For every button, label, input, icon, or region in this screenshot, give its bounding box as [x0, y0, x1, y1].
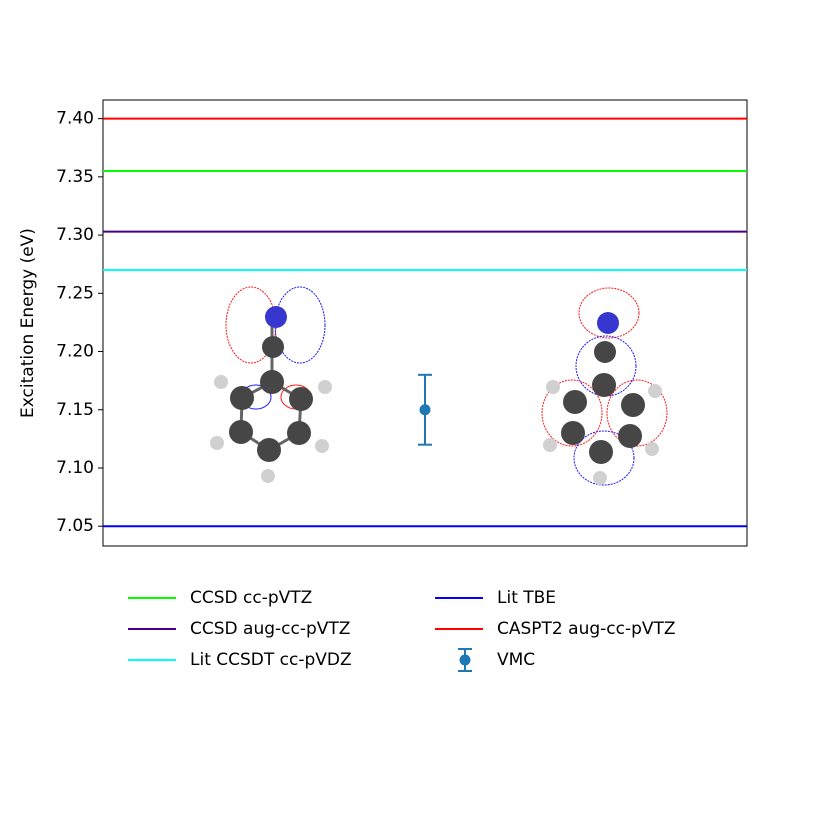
y-axis-label: Excitation Energy (eV): [18, 228, 38, 418]
y-tick-label: 7.30: [56, 225, 94, 245]
point: [419, 404, 431, 416]
y-tick-label: 7.25: [56, 283, 94, 303]
y-tick-label: 7.10: [56, 458, 94, 478]
legend-swatch: [459, 654, 471, 666]
molecule-right: [541, 287, 668, 486]
legend-label: VMC: [497, 650, 535, 670]
y-tick-label: 7.05: [56, 516, 94, 536]
legend-label: CCSD aug-cc-pVTZ: [190, 619, 350, 639]
y-tick-label: 7.20: [56, 342, 94, 362]
legend-label: Lit TBE: [497, 588, 556, 608]
legend-label: CCSD cc-pVTZ: [190, 588, 312, 608]
y-tick-label: 7.40: [56, 109, 94, 129]
plot-frame: [102, 99, 748, 547]
y-tick-label: 7.35: [56, 167, 94, 187]
legend-label: CASPT2 aug-cc-pVTZ: [497, 619, 676, 639]
y-tick-label: 7.15: [56, 400, 94, 420]
molecule-left: [210, 286, 332, 483]
legend-label: Lit CCSDT cc-pVDZ: [190, 650, 352, 670]
